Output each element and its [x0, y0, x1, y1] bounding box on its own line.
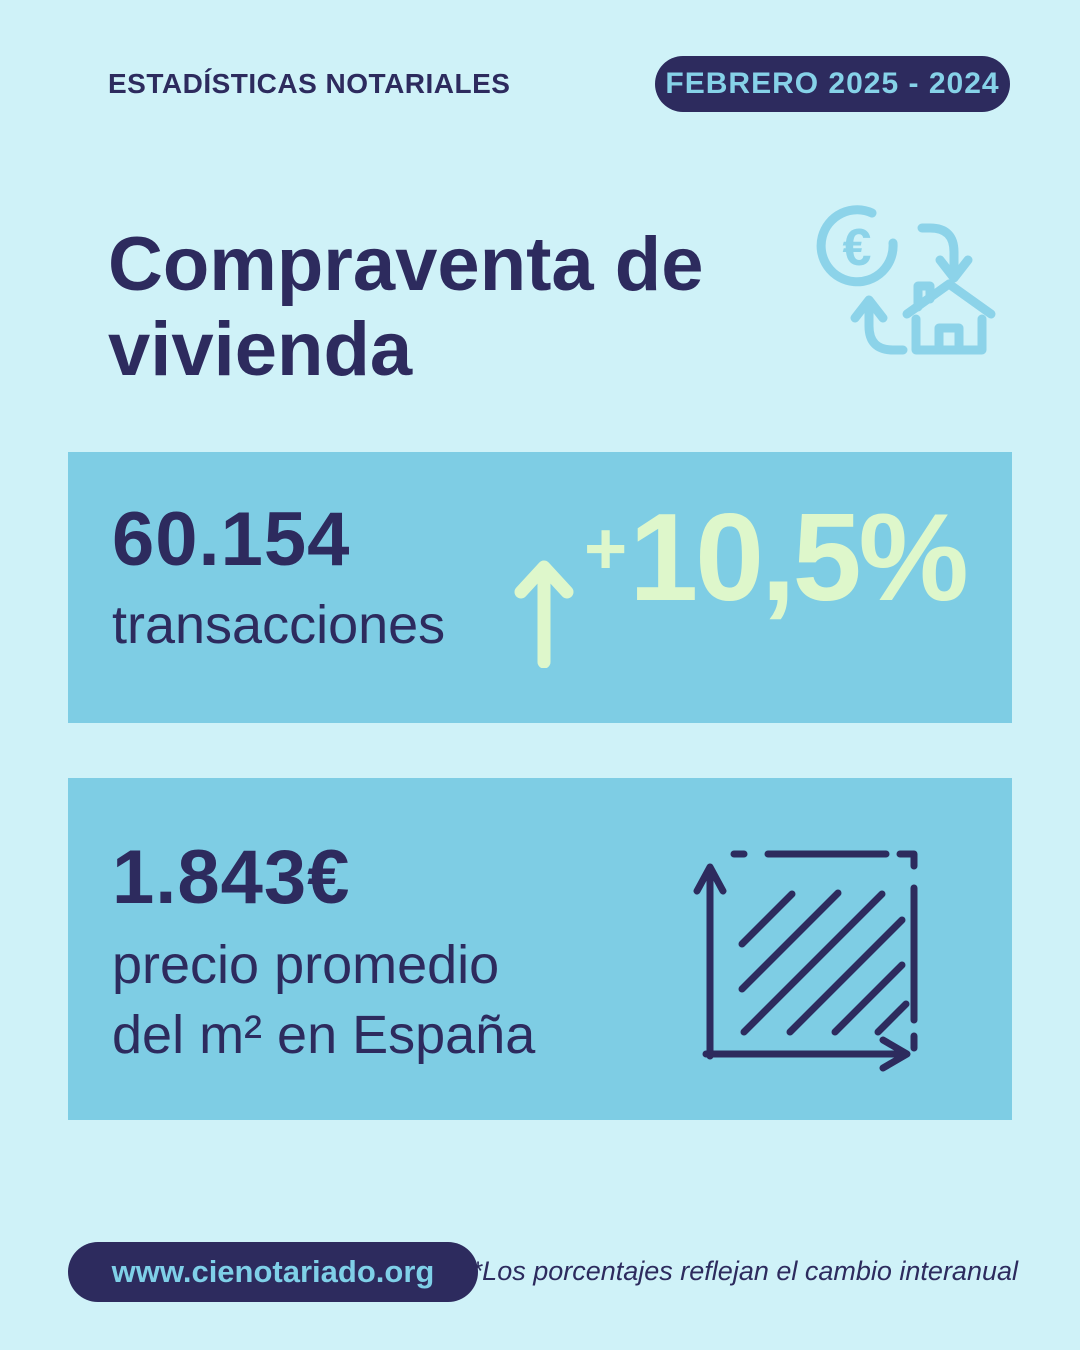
svg-text:€: € [843, 219, 872, 277]
price-card: 1.843€ precio promedio del m² en España [68, 778, 1012, 1120]
price-value: 1.843€ [112, 835, 351, 920]
page-title: ESTADÍSTICAS NOTARIALES [108, 68, 511, 99]
transactions-label: transacciones [112, 595, 446, 655]
change-value: 10,5% [629, 489, 969, 627]
disclaimer-note: *Los porcentajes reflejan el cambio inte… [471, 1256, 1018, 1286]
website-link[interactable]: www.cienotariado.org [68, 1242, 478, 1302]
website-label: www.cienotariado.org [111, 1254, 435, 1289]
euro-house-exchange-icon: € [815, 198, 1000, 378]
price-label-line1: precio promedio [112, 935, 500, 995]
period-badge: FEBRERO 2025 - 2024 [655, 56, 1010, 112]
up-arrow-icon [508, 546, 580, 673]
change-sign: + [584, 507, 628, 590]
transactions-card: 60.154 transacciones +10,5% [68, 452, 1012, 723]
transactions-change: +10,5% [584, 496, 969, 620]
main-title: Compraventa de vivienda [108, 222, 704, 393]
transactions-value: 60.154 [112, 497, 351, 582]
price-label-line2: del m² en España [112, 1005, 536, 1066]
price-label: precio promedio del m² en España [112, 930, 535, 1070]
period-badge-label: FEBRERO 2025 - 2024 [665, 67, 1000, 100]
square-meter-icon [680, 834, 936, 1087]
